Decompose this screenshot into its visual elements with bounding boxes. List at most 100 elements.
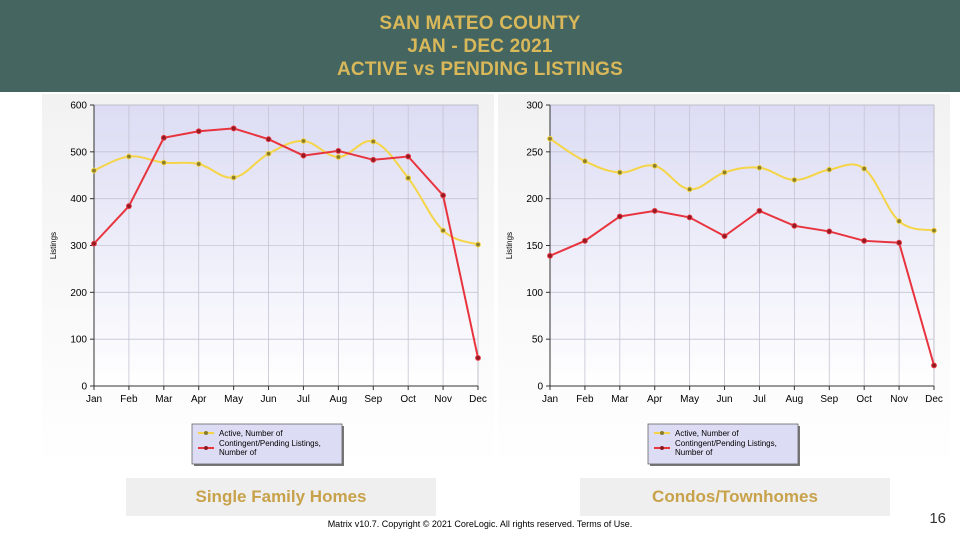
data-point-pending [405,153,412,160]
y-tick-label: 150 [526,241,543,252]
chart-single-family-homes: 0 100 200 300 400 500 600 Jan Feb Mar Apr May Jun Jul… [42,94,494,472]
y-tick-label: 0 [537,382,543,393]
legend-label-active: Active, Number of [675,429,739,438]
data-point-active [826,166,833,173]
data-point-active [265,150,272,157]
header-title-county: SAN MATEO COUNTY [379,12,581,34]
data-point-pending [582,237,588,244]
legend-label-pending: Contingent/Pending Listings, Number of [219,439,321,457]
x-tick-label: Jul [297,394,310,405]
y-tick-label: 400 [70,194,87,205]
legend-box [191,423,343,465]
data-point-active [126,153,132,160]
y-tick-label: 200 [526,194,543,205]
data-point-pending [931,362,937,369]
x-tick-label: Feb [576,394,594,405]
y-tick-label: 50 [532,335,544,346]
data-point-active [547,135,553,142]
x-tick-label: Jun [260,394,276,405]
legend-label-active: Active, Number of [219,429,283,438]
data-point-active [931,227,937,234]
x-tick-label: Oct [856,394,872,405]
data-point-active [160,159,167,166]
legend-box [647,423,799,465]
data-point-pending [651,207,658,214]
data-point-active [791,177,798,183]
legend-marker-active [204,431,208,435]
data-point-active [91,167,97,174]
series-line-pending [549,209,935,366]
y-tick-label: 600 [70,101,87,112]
legend-label-pending: Contingent/Pending Listings, Number of [675,439,777,457]
x-tick-label: Feb [120,394,138,405]
y-tick-label: 300 [526,101,543,112]
data-point-active [440,227,446,234]
x-tick-label: Apr [191,394,207,405]
data-point-pending [335,147,342,154]
data-point-pending [721,233,728,240]
data-point-pending [756,207,763,214]
caption-condos-townhomes: Condos/Townhomes [580,478,890,516]
x-tick-label: Nov [890,394,908,405]
slide-header: SAN MATEO COUNTY JAN - DEC 2021 ACTIVE v… [0,0,960,92]
data-point-active [230,174,237,181]
data-point-active [195,161,202,167]
chart-condos-townhomes: 0 50 100 150 200 250 300 Jan Feb Mar Apr May Jun Jul A… [498,94,950,472]
data-point-active [475,241,481,248]
data-point-pending [230,125,237,132]
data-point-active [896,218,902,225]
y-axis-label: Listings [505,232,514,259]
data-point-active [861,165,868,172]
data-point-active [370,138,377,145]
data-point-active [335,154,342,160]
data-point-pending [300,152,307,159]
data-point-pending [126,203,132,210]
x-tick-label: Nov [434,394,452,405]
data-point-pending [896,239,902,246]
data-point-active [721,169,728,176]
data-point-pending [686,214,693,221]
data-point-pending [826,228,833,235]
copyright-footer: Matrix v10.7. Copyright © 2021 CoreLogic… [0,519,960,529]
data-point-active [756,164,763,171]
x-tick-label: Jan [86,394,102,405]
y-tick-label: 0 [81,382,87,393]
x-tick-label: Jul [753,394,766,405]
data-point-pending [440,192,446,199]
legend-marker-pending [204,446,208,450]
x-tick-label: Aug [785,394,803,405]
data-point-pending [195,128,202,135]
y-axis-label: Listings [49,232,58,259]
x-tick-label: Dec [925,394,943,405]
data-point-pending [475,355,481,361]
copyright-text: Matrix v10.7. Copyright © 2021 CoreLogic… [327,519,575,529]
y-tick-label: 500 [70,147,87,158]
x-tick-label: May [680,394,699,405]
y-tick-label: 300 [70,241,87,252]
data-point-active [405,175,412,181]
x-tick-label: Mar [611,394,629,405]
data-point-active [582,158,588,165]
data-point-pending [616,213,623,220]
data-point-active [651,162,658,169]
x-tick-label: Sep [364,394,382,405]
header-title-period: JAN - DEC 2021 [407,35,553,57]
x-tick-label: Aug [329,394,347,405]
x-tick-label: Dec [469,394,487,405]
terms-of-use-link[interactable]: Terms of Use. [576,519,633,529]
data-point-active [616,169,623,176]
caption-single-family-homes: Single Family Homes [126,478,436,516]
data-point-pending [265,136,272,143]
y-tick-label: 100 [526,288,543,299]
data-point-pending [791,222,798,229]
data-point-pending [91,240,97,247]
y-tick-label: 250 [526,147,543,158]
data-point-active [686,186,693,193]
x-tick-label: Sep [820,394,838,405]
data-point-pending [861,237,868,244]
x-tick-label: May [224,394,243,405]
data-point-active [300,138,307,144]
data-point-pending [547,252,553,259]
page-number: 16 [929,510,946,527]
legend-marker-pending [660,446,664,450]
